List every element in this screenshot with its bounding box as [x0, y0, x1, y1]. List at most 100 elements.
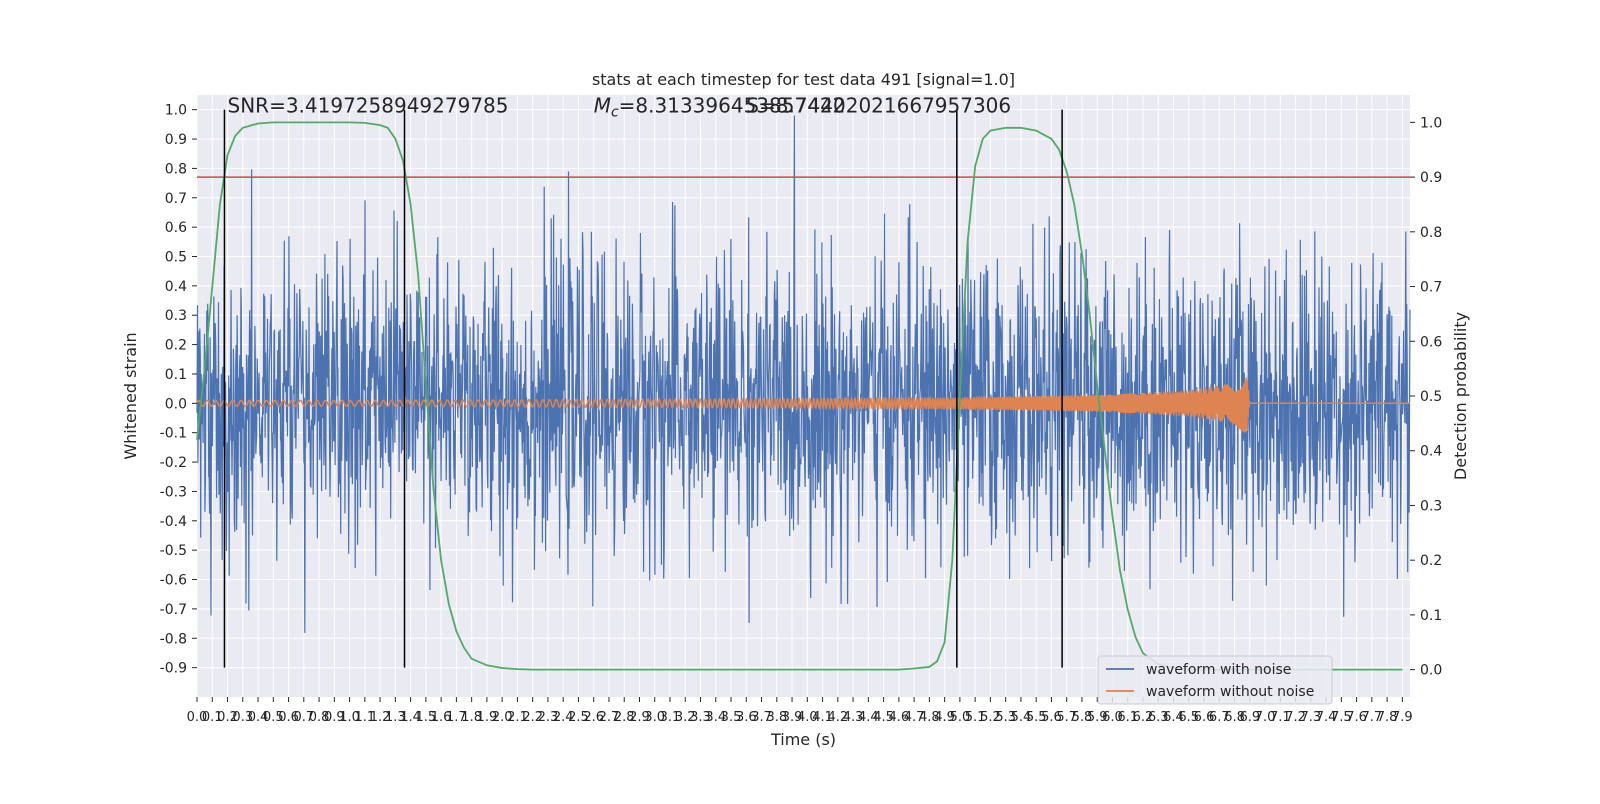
- x-tick-label: 1.2: [370, 710, 391, 725]
- x-tick-label: 6.8: [1224, 710, 1245, 725]
- y-right-tick-label: 0.8: [1420, 225, 1442, 241]
- x-tick-label: 5.3: [995, 710, 1016, 725]
- x-tick-label: 6.5: [1178, 710, 1199, 725]
- x-tick-label: 0.9: [324, 710, 345, 725]
- y-left-tick-label: 0.8: [165, 161, 187, 177]
- clean-waveform-layer: [196, 377, 1410, 433]
- x-tick-label: 4.4: [858, 710, 879, 725]
- x-tick-label: 5.6: [1041, 710, 1062, 725]
- x-tick-label: 0.3: [232, 710, 253, 725]
- x-tick-label: 5.7: [1056, 710, 1077, 725]
- x-tick-label: 2.8: [614, 710, 635, 725]
- x-tick-label: 1.4: [400, 710, 421, 725]
- y-left-tick-label: 0.7: [165, 191, 187, 207]
- x-tick-label: 6.9: [1239, 710, 1260, 725]
- annotation-text: Mc=8.313396453857422: [594, 94, 846, 121]
- x-tick-label: 2.3: [538, 710, 559, 725]
- y-right-tick-label: 0.1: [1420, 608, 1442, 624]
- y-left-tick-label: 0.5: [165, 250, 187, 266]
- x-tick-label: 6.1: [1117, 710, 1138, 725]
- detection-boundaries-layer: [223, 109, 1063, 668]
- y-left-tick-label: 0.1: [165, 367, 187, 383]
- y-right-tick-label: 1.0: [1420, 115, 1442, 131]
- x-tick-label: 4.2: [827, 710, 848, 725]
- x-tick-label: 0.2: [217, 710, 238, 725]
- x-tick-label: 3.3: [690, 710, 711, 725]
- y-left-tick-label: 0.6: [165, 220, 187, 236]
- x-tick-label: 3.8: [766, 710, 787, 725]
- x-tick-label: 3.1: [660, 710, 681, 725]
- x-tick-label: 0.0: [187, 710, 208, 725]
- noisy-waveform-line: [196, 115, 1411, 633]
- x-tick-label: 0.4: [248, 710, 269, 725]
- detection-probability-line: [196, 121, 1403, 671]
- x-tick-label: 3.9: [782, 710, 803, 725]
- y-axis-label-left: Whitened strain: [121, 332, 140, 459]
- x-tick-label: 2.4: [553, 710, 574, 725]
- y-left-tick-label: -0.6: [160, 573, 187, 589]
- x-tick-label: 4.5: [873, 710, 894, 725]
- y-left-tick-label: 0.4: [165, 279, 187, 295]
- y-right-tick-label: 0.7: [1420, 280, 1442, 296]
- y-right-tick-label: 0.5: [1420, 389, 1442, 405]
- y-right-tick-label: 0.6: [1420, 334, 1442, 350]
- y-left-tick-label: -0.3: [160, 484, 187, 500]
- x-tick-label: 4.9: [934, 710, 955, 725]
- y-left-tick-label: -0.9: [160, 661, 187, 677]
- x-tick-label: 7.9: [1392, 710, 1413, 725]
- x-tick-label: 3.5: [721, 710, 742, 725]
- x-tick-label: 3.7: [751, 710, 772, 725]
- y-axis-label-right: Detection probability: [1451, 312, 1470, 480]
- x-tick-label: 2.5: [568, 710, 589, 725]
- y-left-tick-label: -0.1: [160, 426, 187, 442]
- x-tick-label: 6.0: [1102, 710, 1123, 725]
- x-tick-label: 0.5: [263, 710, 284, 725]
- x-tick-label: 2.6: [583, 710, 604, 725]
- x-tick-label: 5.2: [980, 710, 1001, 725]
- y-right-tick-label: 0.2: [1420, 553, 1442, 569]
- legend-label-noisy: waveform with noise: [1146, 662, 1291, 678]
- x-tick-label: 6.3: [1148, 710, 1169, 725]
- legend-label-clean: waveform without noise: [1146, 684, 1314, 700]
- y-right-tick-label: 0.0: [1420, 663, 1442, 679]
- x-tick-label: 4.3: [843, 710, 864, 725]
- x-tick-label: 6.4: [1163, 710, 1184, 725]
- x-tick-label: 5.0: [950, 710, 971, 725]
- x-tick-label: 5.5: [1026, 710, 1047, 725]
- x-tick-label: 3.4: [705, 710, 726, 725]
- x-tick-label: 5.8: [1072, 710, 1093, 725]
- x-tick-label: 7.8: [1377, 710, 1398, 725]
- x-tick-label: 3.6: [736, 710, 757, 725]
- x-tick-label: 1.6: [431, 710, 452, 725]
- x-tick-label: 4.1: [812, 710, 833, 725]
- x-tick-label: 6.7: [1209, 710, 1230, 725]
- x-tick-label: 0.8: [309, 710, 330, 725]
- noisy-waveform-layer: [196, 115, 1411, 633]
- x-tick-label: 5.4: [1011, 710, 1032, 725]
- x-tick-label: 7.1: [1270, 710, 1291, 725]
- probability-layer: [196, 121, 1403, 671]
- y-left-tick-label: 0.3: [165, 308, 187, 324]
- x-tick-label: 5.1: [965, 710, 986, 725]
- x-tick-label: 1.8: [461, 710, 482, 725]
- x-tick-label: 4.8: [919, 710, 940, 725]
- x-tick-label: 1.1: [354, 710, 375, 725]
- y-left-tick-label: -0.5: [160, 543, 187, 559]
- annotation-layer: SNR=3.4197258949279785 Mc=8.3133964538574…: [228, 94, 1012, 121]
- x-tick-label: 4.6: [889, 710, 910, 725]
- legend-box: [1097, 655, 1333, 705]
- x-tick-label: 7.7: [1362, 710, 1383, 725]
- y-left-tick-label: -0.7: [160, 602, 187, 618]
- x-tick-label: 7.5: [1331, 710, 1352, 725]
- x-tick-label: 7.0: [1255, 710, 1276, 725]
- x-tick-label: 1.5: [416, 710, 437, 725]
- chart-title: stats at each timestep for test data 491…: [592, 70, 1015, 89]
- x-tick-label: 2.2: [522, 710, 543, 725]
- x-tick-label: 7.3: [1300, 710, 1321, 725]
- annotation-text: S=8.74402021667957306: [746, 94, 1011, 118]
- y-left-tick-label: 1.0: [165, 103, 187, 119]
- x-tick-label: 5.9: [1087, 710, 1108, 725]
- y-left-tick-label: -0.2: [160, 455, 187, 471]
